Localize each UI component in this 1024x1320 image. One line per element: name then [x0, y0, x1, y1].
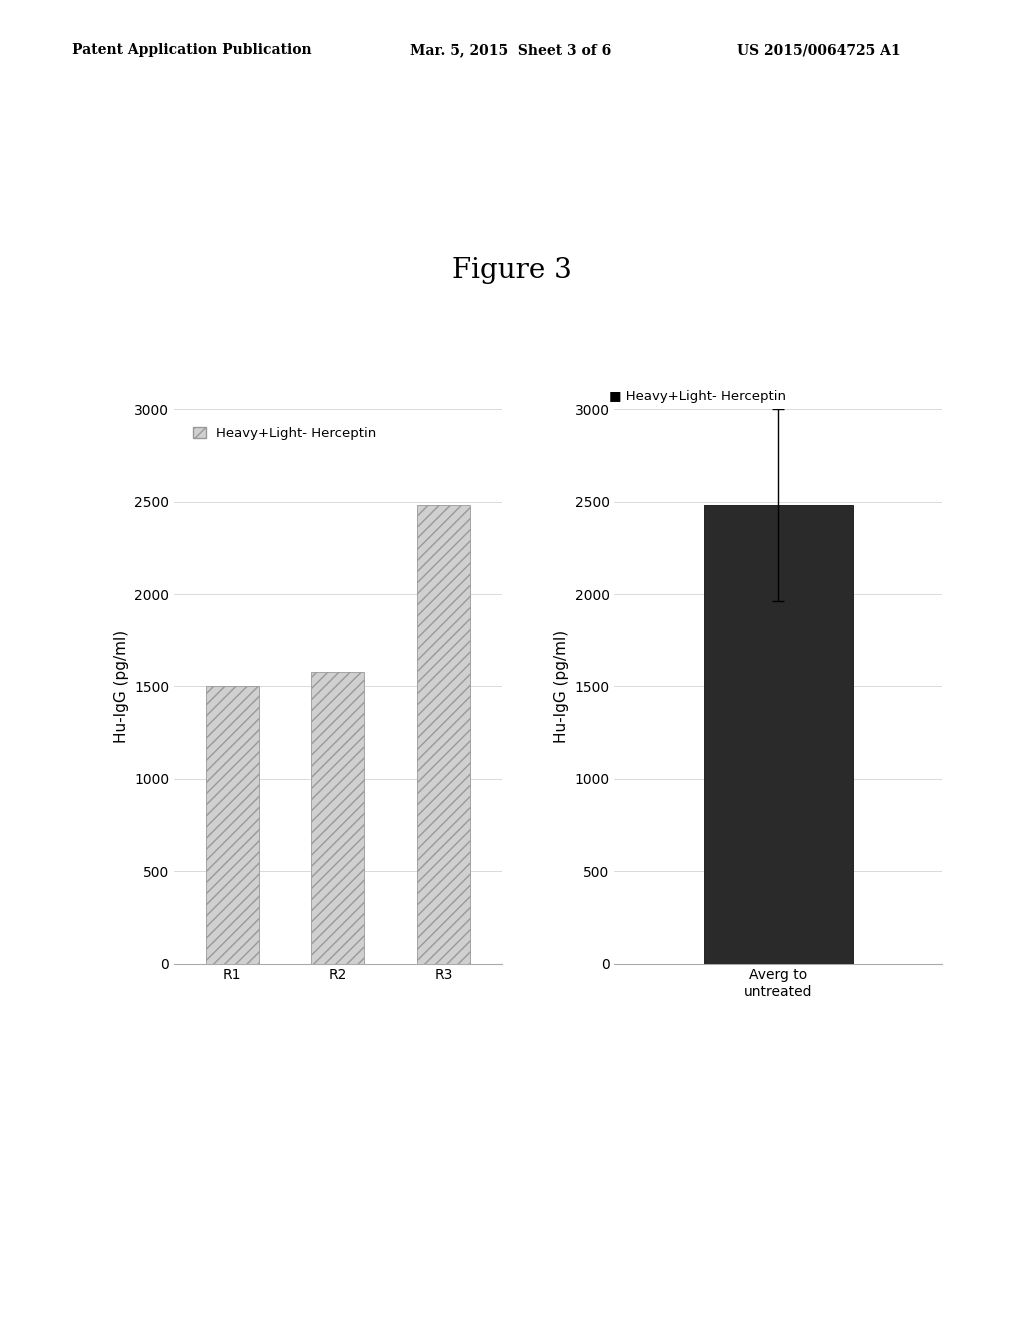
Bar: [703, 506, 853, 964]
Bar: [311, 672, 365, 964]
Bar: [206, 686, 259, 964]
Y-axis label: Hu-IgG (pg/ml): Hu-IgG (pg/ml): [114, 630, 129, 743]
Text: ■ Heavy+Light- Herceptin: ■ Heavy+Light- Herceptin: [609, 389, 786, 403]
Bar: [417, 506, 470, 964]
Text: Figure 3: Figure 3: [453, 257, 571, 284]
Legend: Heavy+Light- Herceptin: Heavy+Light- Herceptin: [187, 421, 382, 445]
Text: Mar. 5, 2015  Sheet 3 of 6: Mar. 5, 2015 Sheet 3 of 6: [410, 44, 611, 57]
Text: Patent Application Publication: Patent Application Publication: [72, 44, 311, 57]
Y-axis label: Hu-IgG (pg/ml): Hu-IgG (pg/ml): [554, 630, 569, 743]
Text: US 2015/0064725 A1: US 2015/0064725 A1: [737, 44, 901, 57]
